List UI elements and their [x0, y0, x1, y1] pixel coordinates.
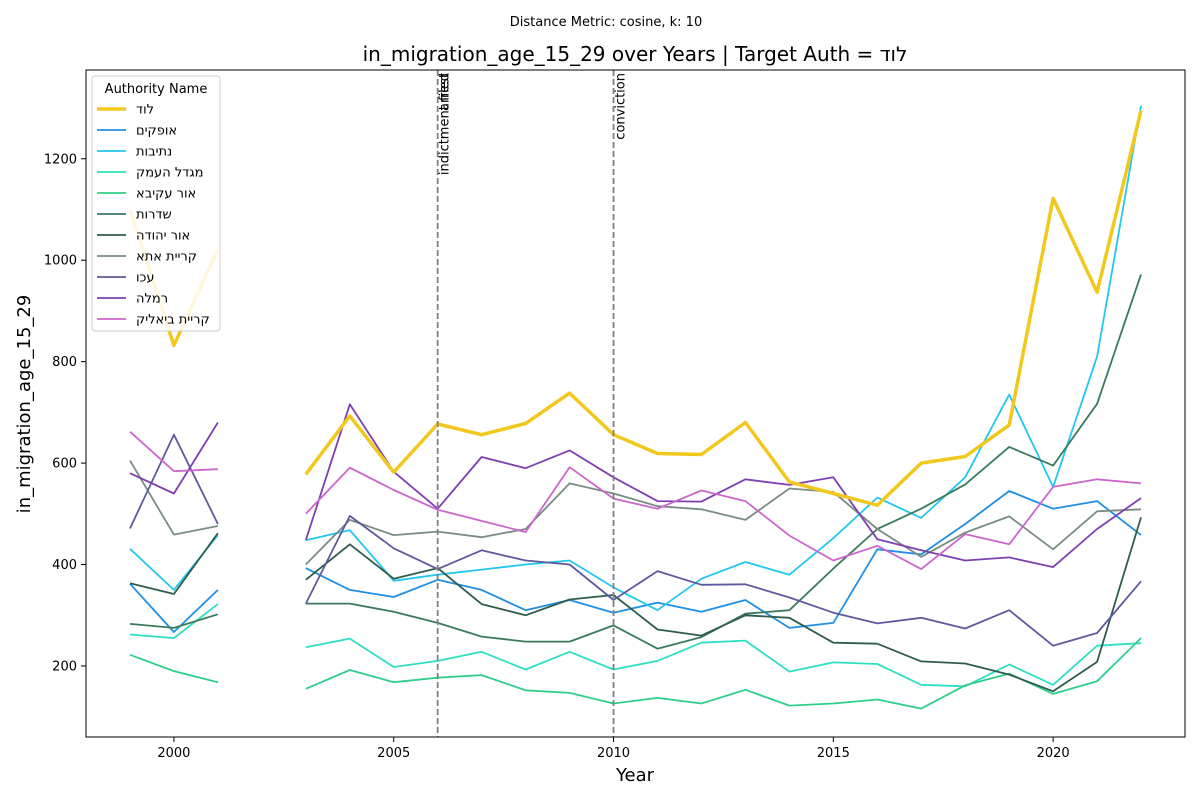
- event-label-0-0: indictment filed: [438, 73, 453, 175]
- y-tick-label-1: 400: [52, 558, 77, 573]
- series-line-7: [129, 460, 1142, 566]
- legend-label-1: אופקים: [136, 124, 177, 139]
- x-tick-label-2: 2010: [597, 746, 630, 761]
- legend-box: [91, 75, 221, 332]
- y-tick-label-4: 1000: [44, 254, 77, 269]
- legend-items: לוד אופקים נתיבות מגדל העמק אור עקיבא שדרות או…: [97, 103, 210, 328]
- x-tick-label-3: 2015: [817, 746, 850, 761]
- legend-label-7: קריית אתא: [136, 250, 197, 265]
- series-line-4: [129, 637, 1142, 710]
- event-label-1-0: conviction: [614, 73, 629, 140]
- y-tick-label-3: 800: [52, 355, 77, 370]
- x-tick-label-1: 2005: [377, 746, 410, 761]
- legend-title: Authority Name: [105, 82, 208, 97]
- legend: Authority Name לוד אופקים נתיבות מגדל העמק א…: [91, 75, 221, 332]
- legend-label-4: אור עקיבא: [136, 187, 196, 202]
- y-tick-label-2: 600: [52, 457, 77, 472]
- series-line-6: [129, 517, 1142, 693]
- series-line-0: [128, 110, 1143, 507]
- chart-suptitle: Distance Metric: cosine, k: 10: [510, 15, 702, 30]
- legend-label-2: נתיבות: [136, 145, 172, 160]
- chart-title: in_migration_age_15_29 over Years | Targ…: [363, 42, 908, 66]
- series-line-8: [129, 433, 1142, 647]
- series-line-1: [129, 490, 1142, 633]
- series-line-3: [129, 603, 1142, 688]
- plot-frame: [85, 69, 1186, 738]
- legend-label-0: לוד: [136, 103, 154, 118]
- legend-label-10: קריית ביאליק: [136, 313, 210, 328]
- y-axis-label: in_migration_age_15_29: [14, 295, 35, 514]
- series-line-2: [129, 105, 1142, 612]
- axes: 2000 2005 2010 2015 2020 200 400 600 800 1000 1200: [44, 152, 1070, 761]
- event-label-0-1: arrest: [438, 73, 453, 111]
- legend-label-8: עכו: [136, 271, 155, 286]
- series-line-5: [129, 274, 1142, 650]
- x-axis-label: Year: [615, 765, 655, 786]
- y-tick-label-0: 200: [52, 659, 77, 674]
- x-tick-label-4: 2020: [1037, 746, 1070, 761]
- legend-label-9: רמלה: [136, 292, 168, 307]
- series-line-9: [129, 403, 1142, 568]
- legend-label-3: מגדל העמק: [136, 166, 204, 181]
- series-line-10: [129, 431, 1142, 570]
- y-tick-label-5: 1200: [44, 152, 77, 167]
- legend-label-5: שדרות: [136, 208, 172, 223]
- legend-label-6: אור יהודה: [136, 229, 190, 244]
- x-tick-label-0: 2000: [157, 746, 190, 761]
